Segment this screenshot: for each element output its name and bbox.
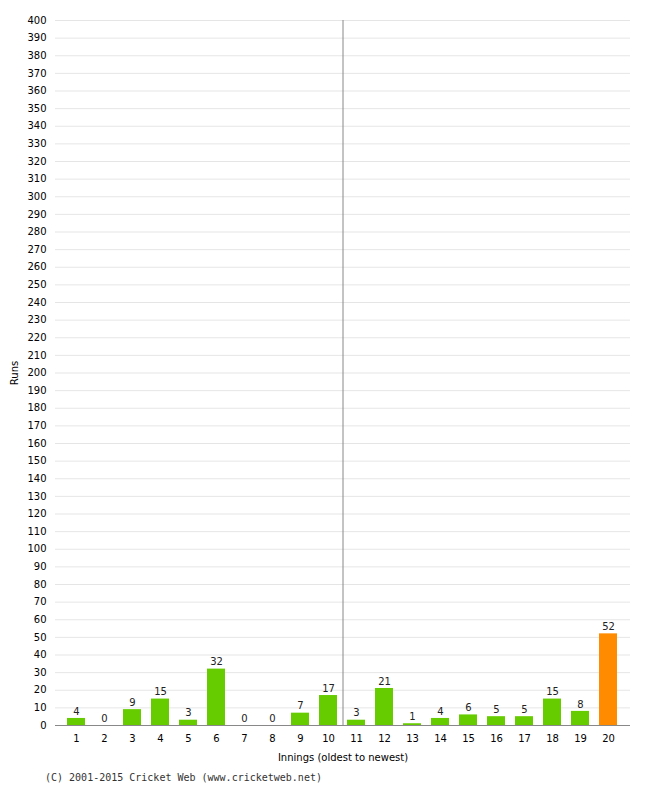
svg-text:18: 18 [546, 733, 559, 744]
svg-text:9: 9 [129, 697, 135, 708]
svg-text:340: 340 [27, 120, 46, 131]
svg-text:2: 2 [101, 733, 107, 744]
svg-text:400: 400 [27, 15, 46, 26]
svg-text:260: 260 [27, 261, 46, 272]
svg-text:3: 3 [185, 707, 191, 718]
svg-text:230: 230 [27, 314, 46, 325]
svg-text:3: 3 [353, 707, 359, 718]
svg-text:170: 170 [27, 420, 46, 431]
svg-text:100: 100 [27, 543, 46, 554]
svg-text:20: 20 [602, 733, 615, 744]
svg-text:52: 52 [602, 621, 615, 632]
svg-text:0: 0 [269, 713, 275, 724]
svg-text:220: 220 [27, 332, 46, 343]
svg-text:4: 4 [437, 706, 443, 717]
svg-text:5: 5 [521, 704, 527, 715]
svg-text:8: 8 [577, 699, 583, 710]
svg-text:1: 1 [409, 711, 415, 722]
svg-text:16: 16 [490, 733, 503, 744]
svg-text:Innings (oldest to newest): Innings (oldest to newest) [278, 752, 408, 763]
svg-text:0: 0 [241, 713, 247, 724]
svg-text:5: 5 [493, 704, 499, 715]
svg-text:390: 390 [27, 32, 46, 43]
svg-text:20: 20 [34, 684, 47, 695]
svg-text:60: 60 [34, 614, 47, 625]
svg-text:17: 17 [322, 683, 335, 694]
svg-text:0: 0 [101, 713, 107, 724]
svg-text:19: 19 [574, 733, 587, 744]
svg-text:110: 110 [27, 526, 46, 537]
svg-text:7: 7 [297, 700, 303, 711]
svg-text:1: 1 [73, 733, 79, 744]
svg-text:350: 350 [27, 103, 46, 114]
svg-text:140: 140 [27, 473, 46, 484]
svg-text:4: 4 [73, 706, 79, 717]
svg-text:15: 15 [154, 686, 167, 697]
svg-text:370: 370 [27, 68, 46, 79]
svg-text:6: 6 [465, 702, 471, 713]
svg-text:50: 50 [34, 632, 47, 643]
svg-text:21: 21 [378, 676, 391, 687]
svg-text:210: 210 [27, 350, 46, 361]
svg-text:310: 310 [27, 173, 46, 184]
svg-text:11: 11 [350, 733, 363, 744]
svg-text:250: 250 [27, 279, 46, 290]
svg-text:200: 200 [27, 367, 46, 378]
svg-text:3: 3 [129, 733, 135, 744]
svg-text:120: 120 [27, 508, 46, 519]
svg-text:Runs: Runs [9, 361, 20, 385]
svg-text:9: 9 [297, 733, 303, 744]
svg-text:17: 17 [518, 733, 531, 744]
svg-text:30: 30 [34, 667, 47, 678]
svg-text:380: 380 [27, 50, 46, 61]
html-text:(C) 2001-2015 Cricket Web (www: (C) 2001-2015 Cricket Web (www.cricketwe… [45, 772, 322, 783]
svg-text:13: 13 [406, 733, 419, 744]
svg-text:270: 270 [27, 244, 46, 255]
svg-text:10: 10 [34, 702, 47, 713]
svg-text:10: 10 [322, 733, 335, 744]
svg-text:12: 12 [378, 733, 391, 744]
svg-text:7: 7 [241, 733, 247, 744]
svg-text:32: 32 [210, 656, 223, 667]
svg-text:360: 360 [27, 85, 46, 96]
svg-text:6: 6 [213, 733, 219, 744]
svg-text:280: 280 [27, 226, 46, 237]
svg-text:160: 160 [27, 438, 46, 449]
svg-text:190: 190 [27, 385, 46, 396]
svg-text:90: 90 [34, 561, 47, 572]
svg-text:40: 40 [34, 649, 47, 660]
svg-text:330: 330 [27, 138, 46, 149]
svg-text:290: 290 [27, 209, 46, 220]
svg-text:80: 80 [34, 579, 47, 590]
svg-text:4: 4 [157, 733, 163, 744]
svg-text:5: 5 [185, 733, 191, 744]
svg-text:180: 180 [27, 402, 46, 413]
svg-text:14: 14 [434, 733, 447, 744]
svg-text:150: 150 [27, 455, 46, 466]
svg-text:130: 130 [27, 491, 46, 502]
svg-text:15: 15 [546, 686, 559, 697]
svg-text:15: 15 [462, 733, 475, 744]
svg-text:300: 300 [27, 191, 46, 202]
svg-text:8: 8 [269, 733, 275, 744]
svg-text:0: 0 [40, 720, 46, 731]
svg-text:320: 320 [27, 156, 46, 167]
svg-text:70: 70 [34, 596, 47, 607]
svg-text:240: 240 [27, 297, 46, 308]
